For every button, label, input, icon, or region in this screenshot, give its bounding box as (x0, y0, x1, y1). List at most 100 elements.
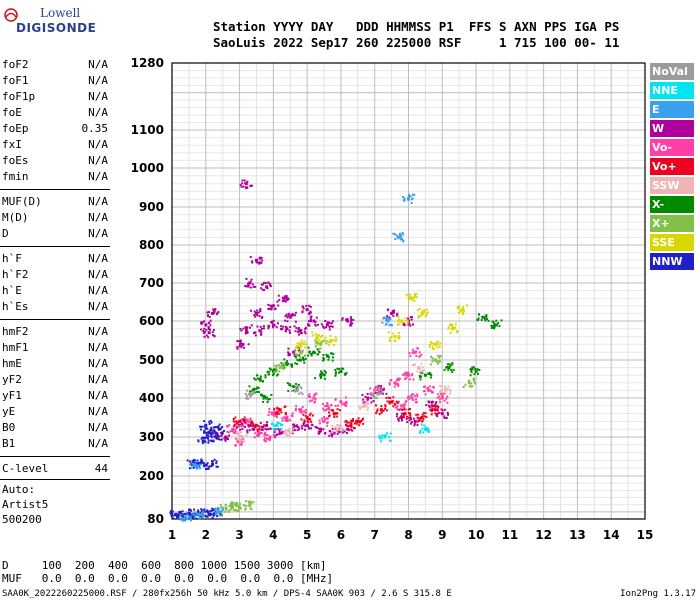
data-point (291, 314, 294, 317)
data-point (189, 509, 192, 512)
data-point (252, 285, 255, 288)
data-point (341, 431, 344, 434)
data-point (350, 422, 353, 425)
data-point (323, 358, 326, 361)
data-point (247, 343, 250, 346)
data-point (187, 508, 190, 511)
data-point (261, 288, 264, 291)
data-point (376, 387, 379, 390)
data-point (350, 319, 353, 322)
data-point (320, 341, 323, 344)
data-point (388, 400, 391, 403)
data-point (260, 330, 263, 333)
data-point (190, 517, 193, 520)
data-point (240, 329, 243, 332)
data-point (432, 400, 435, 403)
data-point (191, 462, 194, 465)
data-point (247, 500, 250, 503)
data-point (329, 334, 332, 337)
data-point (404, 319, 407, 322)
data-point (183, 518, 186, 521)
data-point (445, 397, 448, 400)
data-point (312, 319, 316, 323)
data-point (206, 467, 209, 470)
data-point (297, 408, 300, 411)
param-value: N/A (88, 170, 108, 183)
data-point (224, 506, 228, 510)
data-point (294, 425, 297, 428)
legend-item: NNW (650, 253, 694, 270)
data-point (354, 420, 357, 423)
x-tick-label: 15 (637, 528, 654, 542)
data-point (350, 317, 353, 320)
data-point (219, 514, 222, 517)
data-point (303, 355, 306, 358)
data-point (370, 397, 373, 400)
data-point (415, 413, 418, 416)
data-point (285, 295, 288, 298)
data-point (203, 510, 206, 513)
data-point (419, 371, 422, 374)
data-point (209, 435, 212, 438)
data-point (181, 516, 184, 519)
data-point (241, 427, 244, 430)
data-point (434, 412, 437, 415)
y-tick-label: 800 (139, 238, 164, 252)
data-point (180, 513, 184, 517)
data-point (446, 411, 449, 414)
data-point (427, 430, 430, 433)
data-point (297, 426, 300, 429)
data-point (239, 428, 242, 431)
data-point (200, 509, 203, 512)
data-point (386, 319, 390, 323)
param-name: h`F2 (2, 268, 29, 281)
data-point (409, 296, 412, 299)
data-point (198, 467, 201, 470)
data-point (175, 514, 178, 517)
data-point (400, 412, 403, 415)
data-point (388, 382, 391, 385)
data-point (302, 424, 305, 427)
data-point (334, 374, 337, 377)
x-tick-label: 4 (269, 528, 277, 542)
data-point (257, 391, 260, 394)
data-point (416, 309, 419, 312)
data-point (296, 388, 299, 391)
param-row: h`F2 N/A (0, 267, 110, 283)
data-point (171, 514, 174, 517)
data-point (301, 427, 304, 430)
x-tick-label: 3 (235, 528, 243, 542)
data-point (309, 412, 312, 415)
data-point (491, 324, 494, 327)
data-point (493, 324, 496, 327)
data-point (474, 367, 477, 370)
data-point (249, 394, 252, 397)
data-point (316, 348, 319, 351)
data-point (362, 398, 365, 401)
data-point (318, 347, 321, 350)
data-point (328, 325, 331, 328)
data-point (319, 347, 322, 350)
data-point (286, 419, 289, 422)
data-point (292, 426, 295, 429)
data-point (297, 333, 300, 336)
data-point (218, 438, 221, 441)
data-point (303, 340, 306, 343)
param-value: N/A (88, 373, 108, 386)
data-point (217, 427, 221, 431)
data-point (270, 393, 273, 396)
data-point (388, 331, 391, 334)
data-point (405, 293, 408, 296)
data-point (271, 323, 274, 326)
data-point (456, 330, 459, 333)
logo-line2: DIGISONDE (16, 21, 97, 35)
data-point (263, 394, 266, 397)
data-point (419, 430, 422, 433)
data-point (269, 284, 272, 287)
data-point (328, 414, 331, 417)
data-point (434, 403, 437, 406)
data-point (390, 323, 393, 326)
data-point (273, 424, 276, 427)
data-point (446, 363, 449, 366)
data-point (397, 315, 400, 318)
